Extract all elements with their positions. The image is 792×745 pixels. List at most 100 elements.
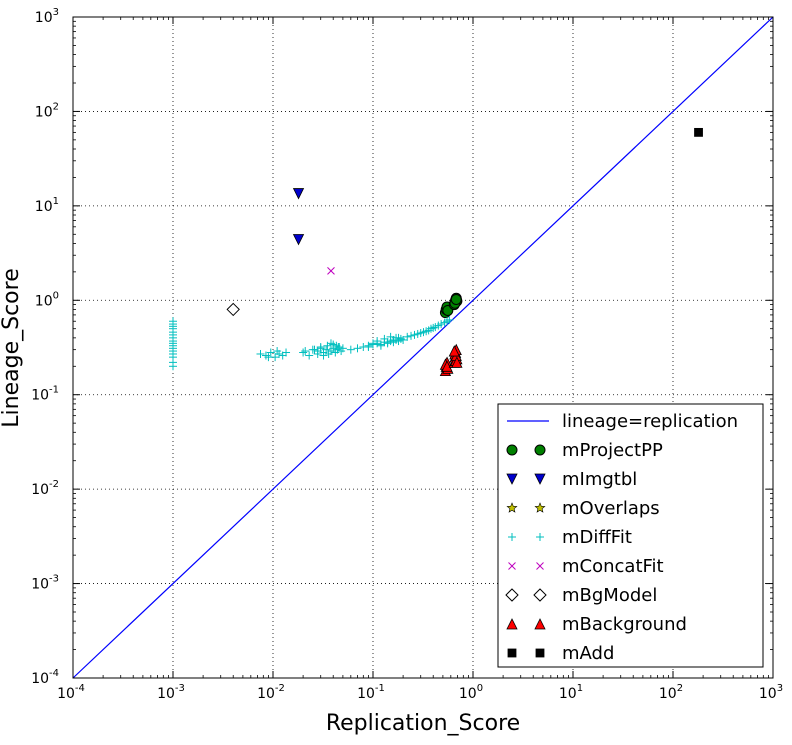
legend: lineage=replication mProjectPP mImgtbl mOve… — [497, 403, 764, 668]
x-tick-label: 10-4 — [57, 683, 85, 702]
data-point — [383, 338, 392, 347]
legend-entry: mBackground — [506, 614, 687, 635]
data-point — [226, 302, 240, 317]
data-point — [437, 320, 446, 329]
y-tick-exponent: -3 — [49, 574, 59, 585]
data-point — [445, 315, 454, 324]
data-point — [313, 347, 322, 356]
legend-label: mBgModel — [562, 585, 657, 606]
y-tick-label: 103 — [35, 7, 59, 26]
data-point — [273, 347, 282, 356]
x-tick-exponent: 1 — [577, 683, 583, 694]
x-tick-label: 101 — [559, 683, 583, 702]
x-tick-exponent: -3 — [175, 683, 185, 694]
legend-label: mDiffFit — [562, 527, 632, 548]
legend-entry: mOverlaps — [506, 498, 660, 519]
y-axis-title: Lineage_Score — [0, 268, 24, 427]
series-mProjectPP — [439, 292, 463, 319]
x-tick-label: 103 — [759, 683, 783, 702]
x-tick-exponent: -2 — [275, 683, 285, 694]
legend-entry: mAdd — [507, 643, 614, 664]
x-tick-exponent: -1 — [375, 683, 385, 694]
legend-label: mImgtbl — [562, 469, 637, 490]
x-tick-exponent: 3 — [777, 683, 783, 694]
legend-label: mProjectPP — [562, 440, 663, 461]
data-point — [264, 353, 273, 362]
ticks: 10-4 10-3 10-2 10-1 100 101 102 10310-410-310-2… — [31, 7, 783, 702]
legend-label: mOverlaps — [562, 498, 660, 519]
data-layer — [72, 16, 774, 679]
legend-entry: lineage=replication — [507, 411, 738, 432]
data-point — [380, 334, 389, 343]
series-mDiffFit — [169, 315, 454, 371]
data-point — [346, 345, 355, 354]
data-point — [322, 345, 331, 354]
data-point — [403, 332, 412, 341]
series-lineage=replication — [72, 16, 774, 679]
y-tick-label: 10-4 — [31, 668, 59, 687]
data-point — [292, 188, 305, 200]
reference-line — [72, 16, 774, 679]
legend-marker — [506, 618, 518, 630]
data-point — [410, 330, 419, 339]
legend-entry: mDiffFit — [508, 527, 632, 548]
y-tick-label: 101 — [35, 196, 59, 215]
legend-marker — [533, 588, 547, 602]
data-point — [448, 345, 460, 357]
data-point — [450, 293, 462, 305]
legend-marker — [534, 444, 546, 456]
legend-marker — [508, 562, 516, 570]
legend-label: mAdd — [562, 643, 614, 664]
data-point — [429, 323, 438, 332]
y-tick-exponent: 0 — [53, 290, 59, 301]
data-point — [299, 348, 308, 357]
data-point — [292, 234, 305, 246]
legend-entry: mConcatFit — [508, 556, 664, 577]
data-point — [694, 127, 703, 137]
x-tick-exponent: 0 — [477, 683, 483, 694]
data-point — [364, 343, 373, 352]
legend-marker — [506, 444, 518, 456]
data-point — [256, 349, 265, 358]
legend-marker — [534, 473, 546, 485]
data-point — [386, 332, 395, 341]
y-tick-label: 10-3 — [31, 574, 59, 593]
x-stroke-b — [508, 562, 516, 570]
legend-marker — [534, 502, 546, 513]
x-tick-label: 10-2 — [257, 683, 285, 702]
series-mImgtbl — [292, 188, 305, 246]
data-point — [338, 344, 347, 353]
series-mBackground — [439, 343, 463, 377]
legend-entry: mBgModel — [505, 585, 657, 606]
x-tick-exponent: 2 — [677, 683, 683, 694]
legend-label: mConcatFit — [562, 556, 664, 577]
data-point — [316, 343, 325, 352]
x-axis-title: Replication_Score — [326, 711, 520, 736]
x-stroke-b — [536, 562, 544, 570]
series-mAdd — [694, 127, 703, 137]
legend-marker — [536, 533, 544, 541]
y-tick-exponent: -2 — [49, 479, 59, 490]
x-stroke-b — [327, 266, 335, 275]
legend-entry: mProjectPP — [506, 440, 663, 461]
x-tick-exponent: -4 — [75, 683, 85, 694]
legend-marker — [507, 648, 517, 658]
data-point — [369, 339, 377, 348]
data-point — [451, 356, 463, 368]
legend-entry: mImgtbl — [506, 469, 637, 490]
y-tick-exponent: -1 — [49, 385, 59, 396]
data-point — [305, 351, 314, 360]
data-point — [169, 317, 177, 326]
data-point — [392, 333, 401, 342]
y-tick-exponent: 1 — [53, 196, 59, 207]
legend-marker — [506, 473, 518, 485]
legend-marker — [534, 618, 546, 630]
data-point — [326, 339, 335, 348]
y-tick-exponent: -4 — [49, 668, 59, 679]
y-tick-exponent: 2 — [53, 101, 59, 112]
legend-marker — [506, 502, 518, 513]
y-tick-label: 10-2 — [31, 479, 59, 498]
series-mBgModel — [226, 302, 240, 317]
data-point — [301, 347, 310, 356]
